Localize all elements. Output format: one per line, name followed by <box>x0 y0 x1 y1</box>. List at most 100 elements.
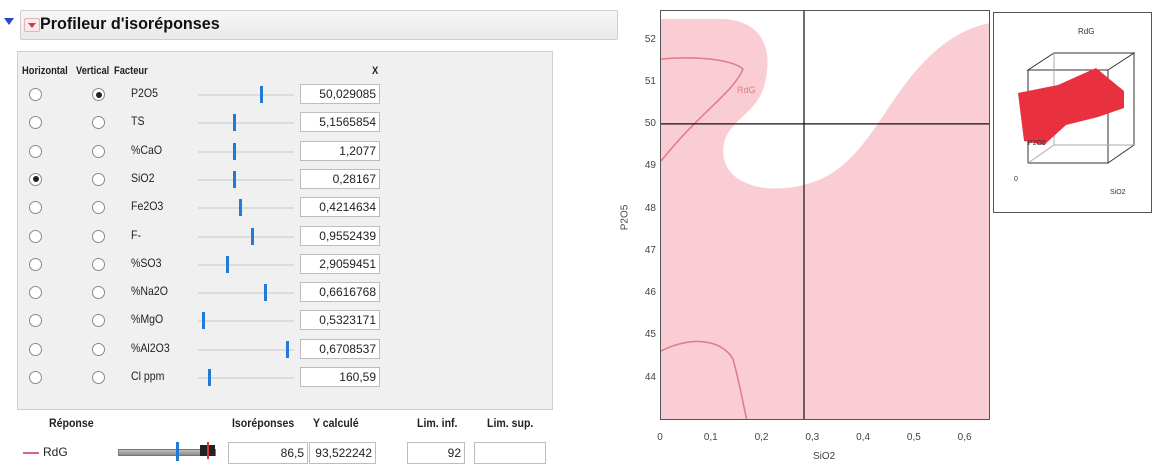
y-tick-label: 51 <box>644 75 656 87</box>
factor-slider-handle[interactable] <box>232 114 236 132</box>
col-header-factor: Facteur <box>114 65 148 77</box>
factor-slider-handle[interactable] <box>251 227 255 245</box>
surface-y-axis-label: P2O5 <box>1028 140 1046 147</box>
y-calc-header: Y calculé <box>313 416 359 430</box>
horizontal-radio[interactable] <box>29 286 42 300</box>
response-surface <box>1018 68 1124 145</box>
y-tick-label: 50 <box>644 118 656 130</box>
lim-inf-input[interactable]: 92 <box>407 442 465 464</box>
factor-label: Fe2O3 <box>131 199 164 214</box>
factor-slider-track[interactable] <box>198 207 294 210</box>
factor-value-input[interactable]: 2,9059451 <box>300 253 380 274</box>
contour-line-upper <box>661 57 744 162</box>
vertical-radio[interactable] <box>92 257 105 271</box>
factor-label: %MgO <box>131 312 164 327</box>
horizontal-radio[interactable] <box>29 144 42 158</box>
surface-plot-inset[interactable]: RdG P2O5 0 SiO2 <box>993 12 1152 213</box>
isoresponse-input[interactable]: 86,5 <box>228 442 308 464</box>
vertical-radio[interactable] <box>92 172 105 186</box>
contour-line-lower <box>661 340 748 419</box>
horizontal-radio[interactable] <box>29 116 42 130</box>
factor-slider-track[interactable] <box>198 122 294 125</box>
isoresponse-slider-track[interactable] <box>118 449 216 456</box>
factor-label: SiO2 <box>131 170 155 185</box>
factor-label: TS <box>131 114 145 129</box>
lim-sup-header: Lim. sup. <box>487 416 534 430</box>
factor-slider-track[interactable] <box>198 235 294 238</box>
factor-label: %Na2O <box>131 284 168 299</box>
factor-value-input[interactable]: 1,2077 <box>300 140 380 161</box>
factor-slider-handle[interactable] <box>259 86 263 103</box>
vertical-radio[interactable] <box>92 371 105 384</box>
factor-slider-track[interactable] <box>198 150 294 153</box>
factor-slider-track[interactable] <box>198 320 294 323</box>
factor-slider-track[interactable] <box>198 377 294 379</box>
x-tick-label: 0,2 <box>754 432 769 443</box>
vertical-radio[interactable] <box>92 88 105 101</box>
factor-slider-handle[interactable] <box>263 284 267 302</box>
factor-label: %SO3 <box>131 255 162 270</box>
factor-slider-handle[interactable] <box>226 255 230 273</box>
col-header-vertical: Vertical <box>76 65 110 77</box>
y-tick-label: 49 <box>644 160 656 172</box>
factor-label: %CaO <box>131 142 163 157</box>
vertical-radio[interactable] <box>92 144 105 158</box>
vertical-radio[interactable] <box>92 286 105 300</box>
factor-value-input[interactable]: 5,1565854 <box>300 112 380 133</box>
collapse-triangle-icon[interactable] <box>4 18 14 25</box>
vertical-radio[interactable] <box>92 342 105 356</box>
contour-plot-svg[interactable]: RdG <box>661 11 990 420</box>
factor-value-input[interactable]: 0,28167 <box>300 168 380 189</box>
x-tick-label: 0,6 <box>957 432 972 443</box>
factor-value-input[interactable]: 0,6708537 <box>300 338 380 359</box>
factor-slider-track[interactable] <box>198 94 294 96</box>
horizontal-radio[interactable] <box>29 201 42 215</box>
horizontal-radio[interactable] <box>29 342 42 356</box>
horizontal-radio[interactable] <box>29 314 42 328</box>
factor-value-input[interactable]: 0,9552439 <box>300 225 380 246</box>
factor-value-input[interactable]: 50,029085 <box>300 84 380 104</box>
surface-title: RdG <box>1078 27 1094 36</box>
factor-slider-handle[interactable] <box>208 369 212 386</box>
horizontal-radio[interactable] <box>29 371 42 384</box>
factor-slider-track[interactable] <box>198 263 294 266</box>
factor-value-input[interactable]: 0,6616768 <box>300 282 380 303</box>
lim-sup-input[interactable] <box>474 442 546 464</box>
factor-slider-handle[interactable] <box>232 170 236 188</box>
contour-label: RdG <box>737 85 756 95</box>
factor-slider-handle[interactable] <box>238 199 242 217</box>
isoresponse-slider-handle[interactable] <box>176 442 179 461</box>
y-calc-value: 93,522242 <box>309 442 376 464</box>
horizontal-radio[interactable] <box>29 88 42 101</box>
factor-slider-handle[interactable] <box>232 142 236 160</box>
x-tick-label: 0,1 <box>703 432 718 443</box>
factor-slider-track[interactable] <box>198 178 294 181</box>
factor-slider-track[interactable] <box>198 348 294 351</box>
y-tick-label: 52 <box>644 33 656 45</box>
response-header: Réponse <box>49 416 94 430</box>
factor-slider-handle[interactable] <box>285 340 289 358</box>
vertical-radio[interactable] <box>92 116 105 130</box>
vertical-radio[interactable] <box>92 314 105 328</box>
response-line-swatch <box>23 452 39 454</box>
horizontal-radio[interactable] <box>29 229 42 243</box>
factor-value-input[interactable]: 0,5323171 <box>300 310 380 331</box>
factor-value-input[interactable]: 160,59 <box>300 367 380 387</box>
vertical-radio[interactable] <box>92 201 105 215</box>
outline-header <box>20 10 618 40</box>
horizontal-radio[interactable] <box>29 257 42 271</box>
x-tick-label: 0 <box>657 432 663 443</box>
y-axis-label: P2O5 <box>619 204 631 231</box>
lim-inf-header: Lim. inf. <box>417 416 458 430</box>
contour-plot[interactable]: RdG <box>660 10 990 420</box>
factor-label: P2O5 <box>131 86 159 100</box>
y-tick-label: 44 <box>644 371 656 383</box>
factor-value-input[interactable]: 0,4214634 <box>300 197 380 218</box>
horizontal-radio[interactable] <box>29 172 42 186</box>
surface-x-axis-label: SiO2 <box>1110 189 1126 196</box>
vertical-radio[interactable] <box>92 229 105 243</box>
red-triangle-menu-icon[interactable] <box>24 18 40 32</box>
factor-slider-track[interactable] <box>198 292 294 295</box>
factor-slider-handle[interactable] <box>202 312 206 330</box>
x-axis-label: SiO2 <box>813 451 836 462</box>
